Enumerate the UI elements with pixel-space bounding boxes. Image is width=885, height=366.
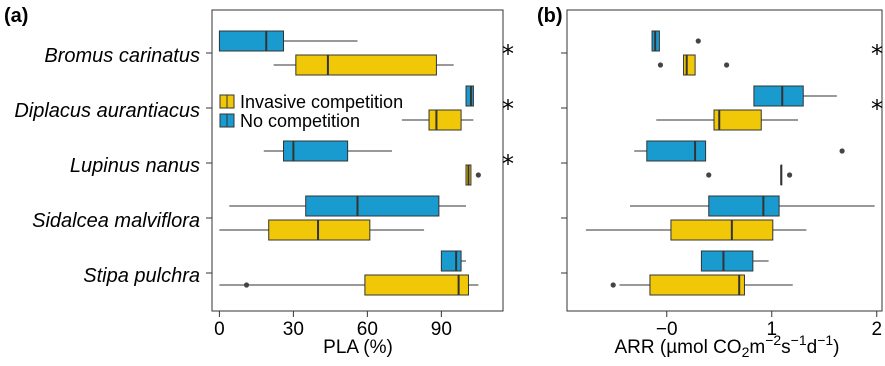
box-b-no-competition-4 bbox=[700, 250, 769, 272]
box-a-no-competition-3 bbox=[229, 195, 467, 217]
box-b-invasive-3 bbox=[585, 219, 807, 241]
x-tick-label-b-2: 2 bbox=[871, 319, 882, 340]
outlier-b-no-competition-2-0 bbox=[839, 148, 845, 154]
iqr-box-a-invasive-4 bbox=[364, 274, 469, 296]
panel-a-label: (a) bbox=[4, 5, 28, 27]
legend-label-no-competition: No competition bbox=[240, 111, 360, 131]
box-b-invasive-0 bbox=[657, 54, 730, 76]
box-b-invasive-4 bbox=[610, 274, 793, 296]
significance-star-b-0: * bbox=[871, 40, 883, 68]
box-b-no-competition-1 bbox=[753, 85, 837, 107]
species-label-lupinus: Lupinus nanus bbox=[70, 155, 200, 177]
iqr-box-b-no-competition-3 bbox=[708, 195, 780, 217]
significance-star-b-1: * bbox=[871, 95, 883, 123]
x-tick-label-a-3: 90 bbox=[431, 319, 452, 340]
box-a-invasive-0 bbox=[273, 54, 454, 76]
box-b-invasive-2 bbox=[706, 164, 793, 186]
iqr-box-a-no-competition-4 bbox=[440, 250, 462, 272]
box-b-no-competition-0 bbox=[651, 30, 701, 52]
iqr-box-b-invasive-1 bbox=[713, 109, 762, 131]
box-b-no-competition-3 bbox=[630, 195, 875, 217]
panel-b-frame bbox=[566, 9, 883, 312]
species-label-stipa: Stipa pulchra bbox=[83, 265, 200, 287]
outlier-b-invasive-2-0 bbox=[706, 172, 712, 178]
panel-b-label: (b) bbox=[537, 5, 563, 27]
iqr-box-a-invasive-3 bbox=[268, 219, 371, 241]
x-tick-label-b-0: −0 bbox=[656, 319, 678, 340]
iqr-box-b-no-competition-4 bbox=[700, 250, 754, 272]
iqr-box-b-no-competition-1 bbox=[753, 85, 804, 107]
species-labels: Bromus carinatus Diplacus aurantiacus Lu… bbox=[14, 45, 212, 287]
outlier-b-invasive-0-0 bbox=[657, 62, 664, 68]
box-b-no-competition-2 bbox=[634, 140, 845, 162]
iqr-box-b-invasive-0 bbox=[683, 54, 696, 76]
box-a-invasive-1 bbox=[401, 109, 474, 131]
iqr-box-a-no-competition-0 bbox=[218, 30, 285, 52]
outlier-a-invasive-2-0 bbox=[475, 172, 481, 178]
iqr-box-a-no-competition-2 bbox=[283, 140, 349, 162]
significance-star-a-2: * bbox=[502, 150, 514, 178]
outlier-b-invasive-0-1 bbox=[724, 62, 730, 68]
iqr-box-a-invasive-1 bbox=[428, 109, 462, 131]
iqr-box-b-no-competition-2 bbox=[646, 140, 707, 162]
significance-star-a-0: * bbox=[502, 40, 514, 68]
iqr-box-b-invasive-3 bbox=[670, 219, 774, 241]
outlier-b-invasive-4-0 bbox=[610, 282, 616, 288]
legend: Invasive competition No competition bbox=[219, 92, 403, 131]
species-label-sidalcea: Sidalcea malviflora bbox=[32, 210, 200, 232]
box-a-invasive-4 bbox=[219, 274, 479, 296]
panel-a: (a) Bromus carinatus Diplacus aurantiacu… bbox=[4, 5, 514, 358]
iqr-box-a-no-competition-3 bbox=[305, 195, 440, 217]
box-b-invasive-1 bbox=[656, 109, 798, 131]
panel-a-x-ticks: 0 30 60 90 bbox=[214, 311, 452, 340]
iqr-box-a-invasive-0 bbox=[295, 54, 437, 76]
panel-b-y-ticks bbox=[561, 52, 567, 274]
panel-b-significance: ** bbox=[871, 40, 883, 123]
panel-a-x-axis-title: PLA (%) bbox=[323, 337, 393, 358]
box-a-invasive-2 bbox=[465, 164, 481, 186]
box-a-no-competition-2 bbox=[263, 140, 393, 162]
species-label-diplacus: Diplacus aurantiacus bbox=[14, 100, 200, 122]
legend-label-invasive: Invasive competition bbox=[240, 92, 403, 112]
species-label-bromus: Bromus carinatus bbox=[44, 45, 200, 67]
box-a-no-competition-0 bbox=[218, 30, 358, 52]
outlier-b-invasive-2-1 bbox=[787, 172, 793, 178]
panel-a-boxes bbox=[218, 30, 481, 296]
iqr-box-b-invasive-4 bbox=[649, 274, 745, 296]
panel-a-frame bbox=[211, 9, 504, 312]
x-tick-label-b-1: 1 bbox=[766, 319, 777, 340]
box-a-no-competition-4 bbox=[440, 250, 467, 272]
x-tick-label-a-2: 60 bbox=[357, 319, 378, 340]
x-tick-label-a-1: 30 bbox=[283, 319, 304, 340]
x-tick-label-a-0: 0 bbox=[214, 319, 225, 340]
panel-b: (b) −0 1 2 ** ARR (µmol CO2m−2s−1d−1) bbox=[537, 5, 883, 360]
iqr-box-a-no-competition-1 bbox=[465, 85, 474, 107]
outlier-a-invasive-4-0 bbox=[243, 282, 250, 288]
outlier-b-no-competition-0-0 bbox=[695, 38, 701, 44]
panel-b-x-axis-title: ARR (µmol CO2m−2s−1d−1) bbox=[615, 332, 840, 360]
panel-b-boxes bbox=[585, 30, 875, 296]
panel-b-x-ticks: −0 1 2 bbox=[656, 311, 882, 340]
panel-a-significance: * * * bbox=[502, 40, 514, 178]
box-a-invasive-3 bbox=[219, 219, 425, 241]
significance-star-a-1: * bbox=[502, 95, 514, 123]
box-a-no-competition-1 bbox=[465, 85, 474, 107]
